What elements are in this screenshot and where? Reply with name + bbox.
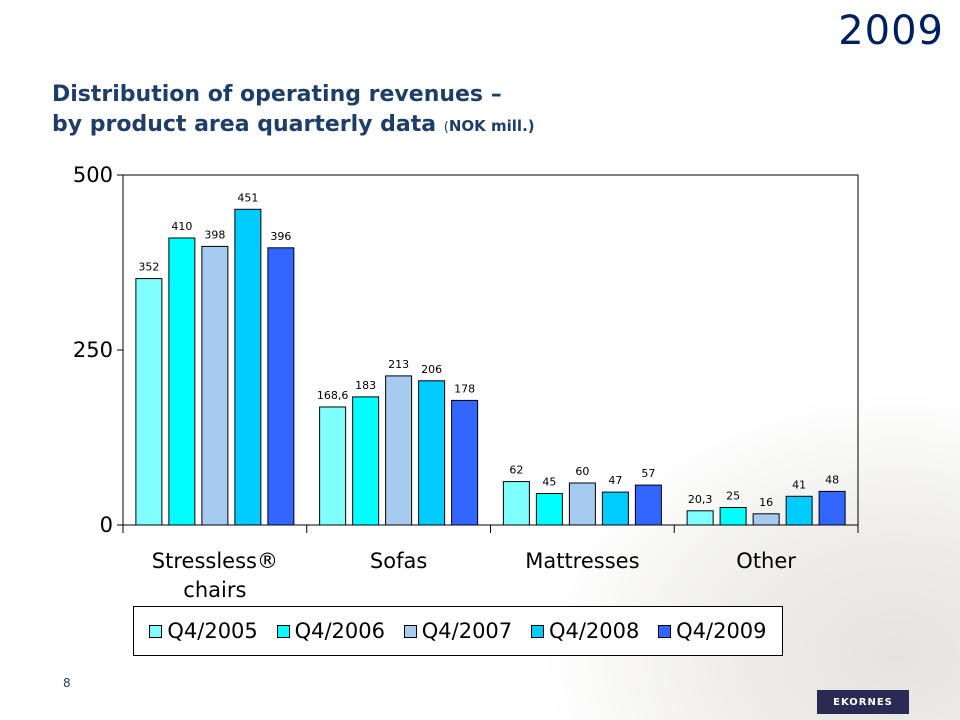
title-line-2-text: by product area quarterly data — [52, 112, 437, 137]
legend-label: Q4/2006 — [294, 619, 385, 643]
ekornes-logo: EKORNES — [817, 690, 909, 714]
title-unit-text: NOK mill. — [448, 117, 528, 135]
bar — [601, 491, 629, 526]
bar — [752, 513, 780, 526]
data-label: 398 — [204, 228, 225, 241]
data-label: 45 — [542, 476, 556, 489]
title-line-2: by product area quarterly data (NOK mill… — [52, 110, 535, 143]
title-unit-open: ( — [443, 120, 449, 135]
data-label: 410 — [171, 220, 192, 233]
legend-label: Q4/2005 — [167, 619, 258, 643]
page-number: 8 — [63, 676, 71, 690]
bar — [535, 493, 563, 526]
y-tick-label: 500 — [73, 163, 113, 187]
bar — [418, 380, 446, 526]
bar — [385, 375, 413, 526]
bar — [502, 481, 530, 526]
legend-swatch — [403, 624, 417, 638]
data-label: 25 — [726, 490, 740, 503]
data-label: 183 — [355, 379, 376, 392]
legend-swatch — [149, 624, 163, 638]
data-label: 41 — [792, 478, 806, 491]
year-heading: 2009 — [838, 8, 944, 54]
bar — [785, 495, 813, 526]
bar — [135, 278, 163, 526]
title-line-1: Distribution of operating revenues – — [52, 82, 502, 107]
bar — [267, 247, 295, 526]
data-label: 48 — [825, 473, 839, 486]
legend-entry: Q4/2008 — [530, 619, 640, 643]
bar — [568, 482, 596, 526]
data-label: 16 — [759, 496, 773, 509]
legend-label: Q4/2008 — [548, 619, 640, 643]
page-title: Distribution of operating revenues – by … — [52, 80, 535, 143]
title-unit-close: ) — [527, 117, 535, 135]
bar — [686, 510, 714, 526]
x-tick-label: Other — [736, 549, 796, 573]
y-tick-label: 250 — [73, 338, 113, 362]
data-label: 206 — [421, 363, 442, 376]
data-label: 213 — [388, 358, 409, 371]
data-label: 62 — [509, 464, 523, 477]
data-label: 168,6 — [317, 389, 349, 402]
x-tick-label: Mattresses — [525, 549, 639, 573]
legend-entry: Q4/2006 — [276, 619, 385, 643]
legend-swatch — [530, 624, 544, 638]
bar — [168, 237, 196, 526]
bar — [634, 484, 662, 526]
data-label: 352 — [138, 261, 159, 274]
data-label: 47 — [608, 474, 622, 487]
bar — [818, 490, 846, 526]
legend-swatch — [276, 624, 290, 638]
legend-label: Q4/2007 — [421, 619, 513, 643]
legend-entry: Q4/2005 — [149, 619, 258, 643]
bar — [201, 245, 229, 526]
bar — [719, 507, 747, 526]
data-label: 57 — [641, 467, 655, 480]
y-tick-label: 0 — [100, 513, 113, 537]
legend-swatch — [658, 624, 672, 638]
legend-entry: Q4/2009 — [658, 619, 767, 643]
bar — [352, 396, 380, 526]
legend-entry: Q4/2007 — [403, 619, 513, 643]
title-unit: (NOK mill.) — [444, 117, 535, 135]
data-label: 60 — [575, 465, 589, 478]
data-label: 20,3 — [688, 493, 713, 506]
bar — [234, 208, 262, 526]
plot-area — [122, 174, 859, 526]
data-label: 396 — [270, 230, 291, 243]
x-tick-label: Stressless® — [152, 549, 278, 573]
data-label: 451 — [237, 191, 258, 204]
chart-legend: Q4/2005 Q4/2006 Q4/2007 Q4/2008 Q4/2009 — [133, 606, 783, 656]
legend-label: Q4/2009 — [676, 619, 767, 643]
x-tick-label: chairs — [183, 578, 246, 602]
x-tick-label: Sofas — [370, 549, 427, 573]
bar — [451, 399, 479, 526]
data-label: 178 — [454, 382, 475, 395]
bar — [319, 406, 347, 526]
